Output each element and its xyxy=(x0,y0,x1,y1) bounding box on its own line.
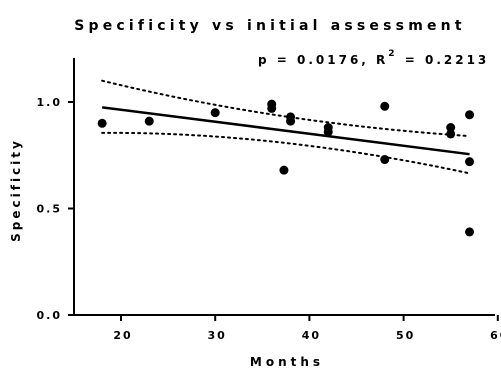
data-point xyxy=(380,155,390,165)
data-point xyxy=(465,227,475,237)
data-point xyxy=(446,129,456,139)
data-point xyxy=(465,110,475,120)
data-point xyxy=(97,118,107,128)
x-tick-label: 20 xyxy=(113,329,132,342)
x-tick-label: 60 xyxy=(490,329,501,342)
y-tick-label: 0.0 xyxy=(37,309,63,322)
data-point xyxy=(267,103,277,113)
data-point xyxy=(446,123,456,133)
x-axis-label: Months xyxy=(250,355,324,369)
r2-value: = 0.2213 xyxy=(398,53,490,67)
x-tick-label: 40 xyxy=(302,329,321,342)
regression-line-group xyxy=(102,106,470,156)
y-axis-ticks: 0.0 0.5 1.0 xyxy=(37,96,74,322)
data-points xyxy=(97,99,475,237)
y-axis-label: Specificity xyxy=(9,138,23,242)
data-point xyxy=(144,116,154,126)
chart-title: Specificity vs initial assessment xyxy=(74,18,466,34)
x-tick-label: 50 xyxy=(396,329,415,342)
y-tick-label: 1.0 xyxy=(37,96,63,109)
confidence-lower-curve xyxy=(101,131,471,175)
data-point xyxy=(279,165,289,175)
stats-annotation: p = 0.0176, R2 = 0.2213 xyxy=(258,49,489,67)
x-axis-ticks: 20 30 40 50 60 xyxy=(113,315,501,342)
x-tick-label: 30 xyxy=(208,329,227,342)
p-value-label: p = 0.0176, R xyxy=(258,53,388,67)
data-point xyxy=(323,127,333,137)
confidence-bands xyxy=(101,79,471,175)
y-tick-label: 0.5 xyxy=(37,203,63,216)
r2-superscript: 2 xyxy=(388,49,397,59)
data-point xyxy=(380,101,390,111)
data-point xyxy=(286,116,296,126)
confidence-upper-curve xyxy=(101,79,471,138)
data-point xyxy=(465,157,475,167)
regression-line xyxy=(102,106,470,156)
data-point xyxy=(210,108,220,118)
